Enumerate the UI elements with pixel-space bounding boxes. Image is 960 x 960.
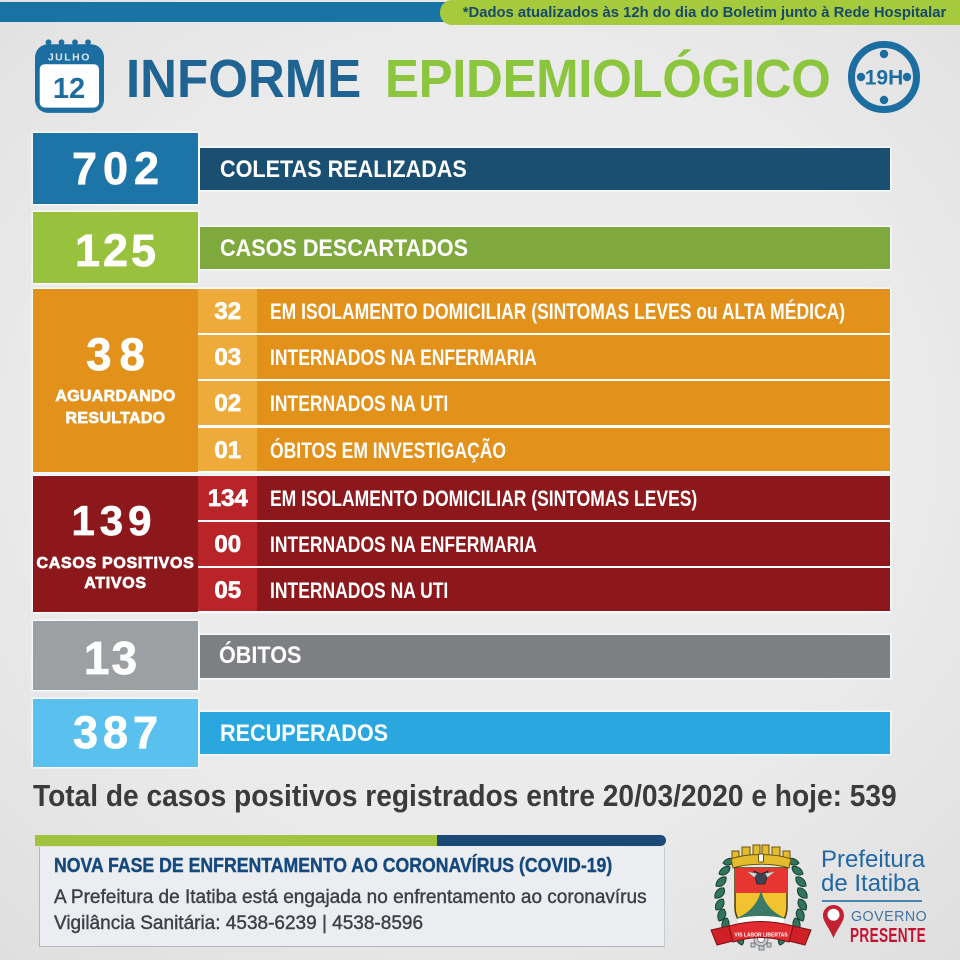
svg-text:JULHO: JULHO: [48, 52, 91, 64]
svg-text:VIS LABOR LIBERTAS: VIS LABOR LIBERTAS: [734, 933, 788, 939]
svg-text:12: 12: [53, 73, 85, 105]
svg-text:19H: 19H: [865, 67, 904, 90]
